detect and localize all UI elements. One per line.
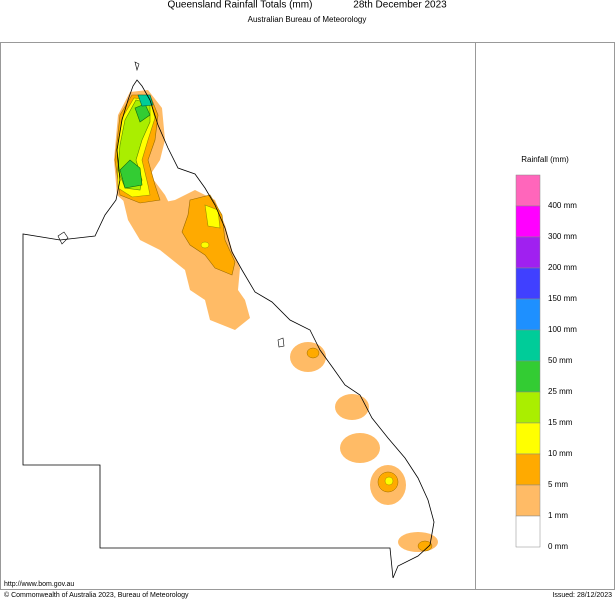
rain-5mm xyxy=(417,540,433,552)
island xyxy=(57,231,69,245)
legend-label: 1 mm xyxy=(548,511,568,520)
legend-label: 150 mm xyxy=(548,294,577,303)
legend-swatch xyxy=(515,422,541,455)
rain-10mm xyxy=(204,204,221,229)
legend-swatch xyxy=(515,329,541,362)
rain-5mm xyxy=(306,347,320,359)
legend-label: 10 mm xyxy=(548,449,573,458)
legend-label: 200 mm xyxy=(548,263,577,272)
footer-url: http://www.bom.gov.au xyxy=(4,581,74,588)
legend-swatch xyxy=(515,267,541,300)
rain-10mm xyxy=(384,476,394,486)
legend-label: 50 mm xyxy=(548,356,573,365)
legend-label: 5 mm xyxy=(548,480,568,489)
legend-swatch xyxy=(515,205,541,238)
rain-1mm xyxy=(290,342,326,372)
island xyxy=(277,337,285,348)
island xyxy=(134,61,140,72)
legend-title: Rainfall (mm) xyxy=(521,155,569,164)
legend-label: 15 mm xyxy=(548,418,573,427)
legend-label: 300 mm xyxy=(548,232,577,241)
rain-5mm xyxy=(181,194,236,276)
legend: 400 mm 300 mm 200 mm 150 mm 100 mm 50 mm 25 mm… xyxy=(515,174,577,551)
legend-swatch xyxy=(515,391,541,424)
legend-swatch xyxy=(515,453,541,486)
legend-swatch xyxy=(515,298,541,331)
rain-50mm xyxy=(137,94,154,107)
legend-label: 400 mm xyxy=(548,201,577,210)
legend-swatch xyxy=(515,484,541,517)
rain-1mm xyxy=(340,433,380,463)
footer-issued: Issued: 28/12/2023 xyxy=(552,592,612,599)
map-subtitle: Australian Bureau of Meteorology xyxy=(248,15,367,24)
legend-label: 0 mm xyxy=(548,542,568,551)
rain-10mm xyxy=(200,241,210,249)
legend-label: 100 mm xyxy=(548,325,577,334)
map-title: Queensland Rainfall Totals (mm) xyxy=(168,0,313,11)
rain-1mm xyxy=(335,394,369,420)
state-outline xyxy=(22,79,435,579)
legend-label: 25 mm xyxy=(548,387,573,396)
rain-25mm xyxy=(119,159,143,189)
footer-copyright: © Commonwealth of Australia 2023, Bureau… xyxy=(4,591,189,599)
map-date: 28th December 2023 xyxy=(353,0,447,11)
legend-swatch xyxy=(515,236,541,269)
legend-swatch xyxy=(515,515,541,548)
legend-swatch xyxy=(515,360,541,393)
rainfall-areas xyxy=(114,90,438,552)
legend-swatch xyxy=(515,174,541,207)
